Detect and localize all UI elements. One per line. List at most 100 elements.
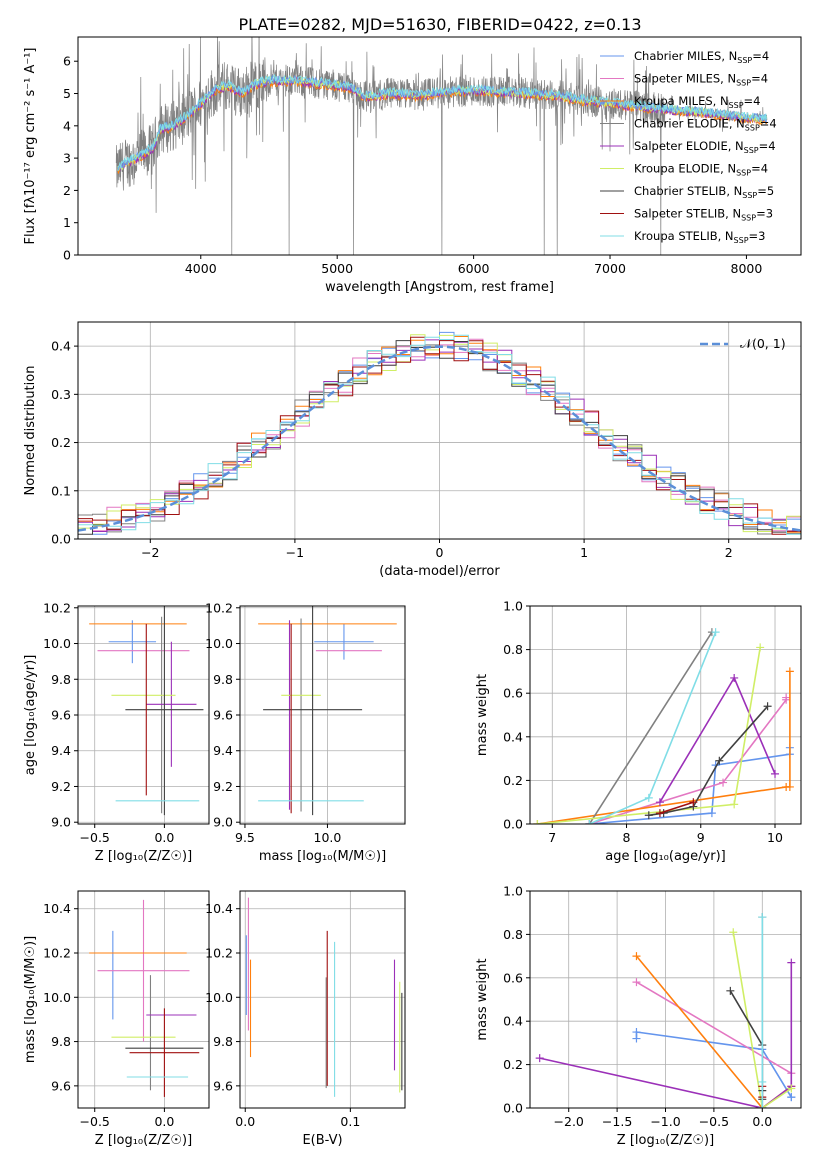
x-tick-label: 10 [767, 830, 783, 845]
y-tick-label: 0.2 [51, 435, 71, 450]
weight-marker [655, 798, 664, 807]
weight-marker [535, 1054, 544, 1063]
weight-marker [787, 1084, 796, 1093]
legend-label: Salpeter STELIB, NSSP=3 [634, 207, 773, 223]
x-tick-label: 8000 [731, 261, 763, 276]
errorbar-point [146, 641, 197, 767]
axes-frame [77, 36, 802, 256]
chart-weight_vs_Z: −2.0 −1.5 −1.0 −0.5 0.0 0.0 0.2 0.4 0.6 0.8 1.0 Z [… [475, 884, 802, 1148]
weight-marker [758, 1077, 767, 1086]
y-tick-label: 3 [63, 151, 71, 166]
y-axis-label: Normed distribution [23, 366, 38, 496]
legend-label: Kroupa ELODIE, NSSP=4 [634, 162, 768, 178]
y-tick-label: 0.3 [51, 387, 71, 402]
weight-marker [729, 928, 738, 937]
weight-marker [644, 811, 653, 820]
x-axis-label: Z [log₁₀(Z/Z☉)] [617, 1133, 714, 1148]
model-spectrum-chabrier-miles [117, 74, 768, 171]
legend-label: Chabrier MILES, NSSP=4 [634, 49, 769, 65]
plot-area [89, 606, 204, 816]
y-tick-label: 0.8 [503, 927, 523, 942]
x-tick-label: 10.0 [314, 830, 342, 845]
x-tick-label: 0 [436, 545, 444, 560]
weight-marker [782, 693, 791, 702]
errorbar-point [263, 606, 363, 816]
axes-frame [239, 890, 406, 1109]
y-tick-label: 0.2 [503, 773, 523, 788]
y-tick-label: 5 [63, 86, 71, 101]
y-tick-label: 9.6 [213, 708, 233, 723]
y-tick-label: 10.2 [205, 600, 233, 615]
x-tick-label: 0.0 [154, 1114, 174, 1129]
y-tick-label: 10.4 [205, 901, 233, 916]
chart-residuals: 𝒩(0, 1) −2 −1 0 1 2 0.0 0.1 0.2 0.3 0.4 (data-model… [23, 321, 802, 579]
plot-area [89, 899, 204, 1097]
y-tick-label: 4 [63, 118, 71, 133]
gaussian-curve [78, 345, 801, 532]
legend-entry: Chabrier MILES, NSSP=4 [600, 49, 769, 65]
x-tick-label: −1.5 [602, 1114, 632, 1129]
errorbar-point [108, 620, 157, 664]
y-axis-label: mass weight [475, 674, 490, 756]
weight-marker [632, 978, 641, 987]
weight-line-kroupa-elodie [732, 932, 792, 1108]
legend-label: Chabrier ELODIE, NSSP=4 [634, 117, 777, 133]
y-tick-label: 0.6 [503, 970, 523, 985]
weight-marker [632, 952, 641, 961]
weight-line-salpeter-elodie [539, 962, 793, 1108]
weight-marker [758, 1104, 767, 1108]
weight-marker [785, 667, 794, 676]
legend-label: 𝒩(0, 1) [740, 336, 786, 351]
y-tick-label: 0.4 [503, 729, 523, 744]
y-tick-label: 9.4 [51, 743, 71, 758]
x-tick-label: −0.5 [699, 1114, 729, 1129]
x-tick-label: 1 [580, 545, 588, 560]
legend-entry: Salpeter MILES, NSSP=4 [600, 72, 768, 88]
weight-marker [763, 702, 772, 711]
y-tick-label: 6 [63, 54, 71, 69]
x-tick-label: −2 [141, 545, 159, 560]
y-tick-label: 10.0 [43, 990, 71, 1005]
y-tick-label: 9.0 [213, 815, 233, 830]
legend-label: Chabrier STELIB, NSSP=5 [634, 184, 774, 200]
legend-entry: Salpeter ELODIE, NSSP=4 [600, 139, 776, 155]
y-tick-label: 9.4 [213, 743, 233, 758]
x-tick-label: −1.0 [650, 1114, 680, 1129]
weight-line-chabrier-elodie [588, 631, 713, 824]
legend-label: Salpeter MILES, NSSP=4 [634, 72, 768, 88]
x-tick-label: −1 [286, 545, 304, 560]
weight-marker [785, 782, 794, 791]
x-axis-label: Z [log₁₀(Z/Z☉)] [95, 1133, 192, 1148]
x-axis-label: mass [log₁₀(M/M☉)] [259, 849, 386, 864]
y-tick-label: 10.2 [43, 600, 71, 615]
weight-marker [632, 1028, 641, 1037]
weight-marker [585, 820, 594, 824]
errorbar-point [314, 623, 374, 660]
legend-entry: Salpeter STELIB, NSSP=3 [600, 207, 773, 223]
weight-line-salpeter-miles [636, 981, 792, 1074]
y-tick-label: 10.0 [205, 636, 233, 651]
y-tick-label: 9.8 [213, 672, 233, 687]
x-tick-label: 0.0 [752, 1114, 772, 1129]
y-tick-label: 0.6 [503, 686, 523, 701]
y-tick-label: 10.2 [205, 946, 233, 961]
x-axis-label: wavelength [Angstrom, rest frame] [325, 280, 554, 295]
chart-age_vs_Z: −0.5 0.0 9.0 9.2 9.4 9.6 9.8 10.0 10.2 Z [log₁₀(Z… [23, 600, 210, 864]
y-axis-label: Flux [fλ10⁻¹⁷ erg cm⁻² s⁻¹ A⁻¹] [23, 48, 38, 245]
y-tick-label: 9.6 [51, 708, 71, 723]
y-tick-label: 10.2 [43, 946, 71, 961]
plot-area [115, 37, 768, 255]
x-tick-label: −0.5 [80, 1114, 110, 1129]
y-axis-label: age [log₁₀(age/yr)] [23, 655, 38, 776]
weight-marker [644, 793, 653, 802]
x-axis-label: (data-model)/error [379, 564, 500, 579]
y-tick-label: 0.1 [51, 483, 71, 498]
x-tick-label: −0.5 [80, 830, 110, 845]
x-tick-label: 0.0 [235, 1114, 255, 1129]
y-tick-label: 10.4 [43, 901, 71, 916]
y-tick-label: 9.6 [51, 1078, 71, 1093]
chart-mass_vs_Z: −0.5 0.0 9.6 9.8 10.0 10.2 10.4 Z [log₁₀(Z/Z☉)]… [23, 890, 210, 1148]
legend: 𝒩(0, 1) [700, 336, 786, 351]
legend-entry: Kroupa STELIB, NSSP=3 [600, 229, 765, 245]
errorbar-point [125, 606, 204, 816]
